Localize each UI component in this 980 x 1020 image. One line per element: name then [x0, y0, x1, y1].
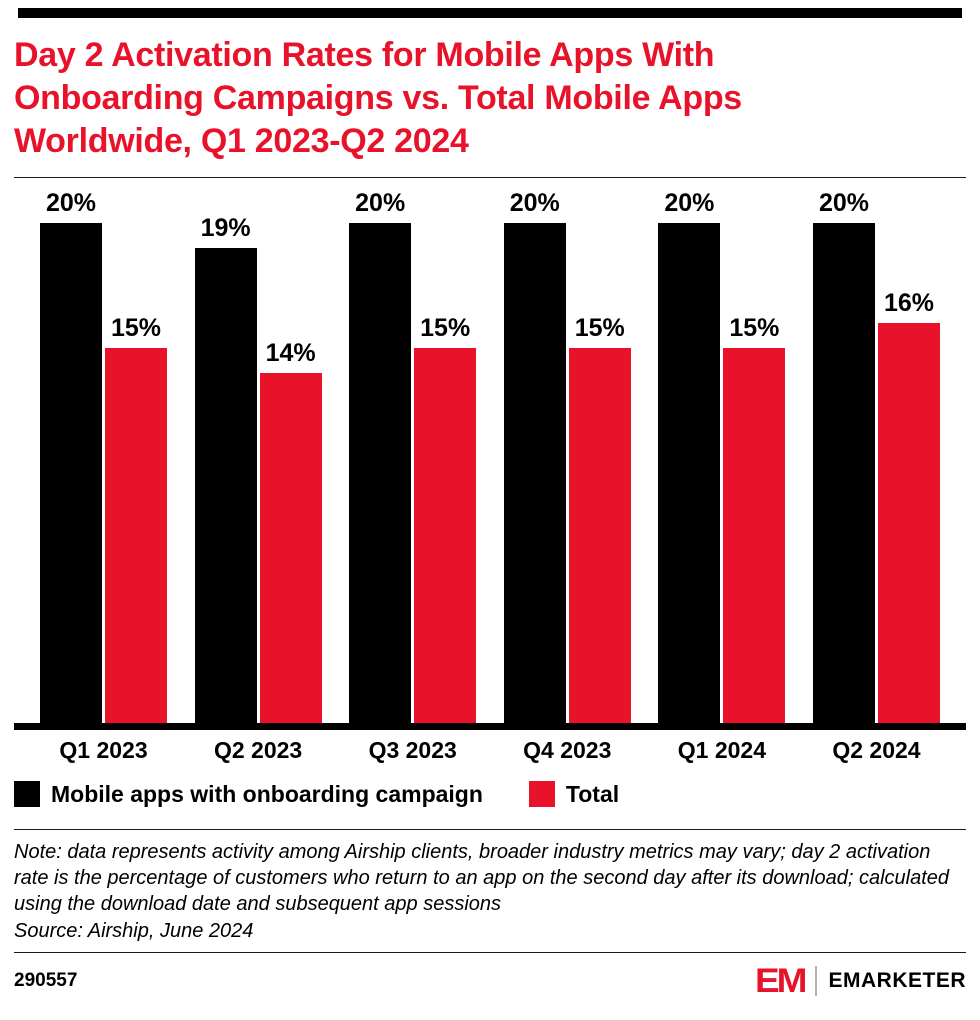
em-logo-text: EM — [754, 961, 807, 1000]
bar-wrap: 19% — [194, 213, 257, 723]
bar-wrap: 14% — [259, 338, 322, 723]
bar-wrap: 20% — [40, 189, 102, 723]
bar-value-label: 14% — [265, 338, 316, 367]
source-text: Source: Airship, June 2024 — [14, 919, 254, 942]
x-axis-label: Q3 2023 — [368, 736, 457, 763]
bar-group: 20% 15% — [658, 188, 786, 723]
bar — [194, 247, 257, 723]
bar — [723, 347, 786, 723]
bar — [503, 222, 566, 723]
bar — [568, 347, 631, 723]
bar — [349, 222, 412, 723]
bar-wrap: 20% — [503, 188, 566, 723]
x-axis-labels: Q1 2023 Q2 2023 Q3 2023 Q4 2023 Q1 2024 Q2 20… — [14, 737, 966, 764]
bar — [877, 322, 940, 723]
legend: Mobile apps with onboarding campaign Tota… — [14, 781, 966, 808]
page: Day 2 Activation Rates for Mobile Apps W… — [0, 8, 980, 999]
bar-value-label: 20% — [818, 188, 869, 217]
note-block: Note: data represents activity among Air… — [14, 839, 966, 945]
note-text: Note: data represents activity among Air… — [14, 840, 950, 916]
x-axis-label: Q1 2023 — [59, 736, 148, 763]
bar — [414, 347, 477, 723]
bar — [105, 347, 167, 723]
bar-wrap: 15% — [568, 313, 631, 723]
x-axis-label: Q2 2024 — [832, 736, 921, 763]
bar-group: 20% 15% — [40, 189, 167, 723]
divider-above-footer — [14, 952, 966, 954]
x-axis-label: Q4 2023 — [523, 736, 612, 763]
bar-wrap: 20% — [658, 188, 721, 723]
top-accent-bar — [18, 8, 962, 18]
bar-chart: 20% 15% 19% 14% 20% 15% 20% 15% 20% 15% 20% 16% — [14, 182, 966, 730]
legend-swatch — [528, 781, 555, 808]
bar — [658, 222, 721, 723]
legend-label: Mobile apps with onboarding campaign — [51, 780, 483, 807]
bar-value-label: 20% — [664, 188, 715, 217]
x-axis-label: Q2 2023 — [213, 736, 303, 763]
bar — [812, 222, 875, 723]
bar-value-label: 19% — [200, 213, 251, 242]
page-title: Day 2 Activation Rates for Mobile Apps W… — [14, 36, 742, 161]
brand-logo: EM EMARKETER — [755, 962, 966, 999]
legend-item: Total — [528, 780, 620, 808]
divider-above-note — [14, 828, 966, 830]
bar-group: 20% 16% — [812, 188, 940, 723]
bar-wrap: 16% — [877, 288, 940, 723]
brand-divider — [815, 965, 818, 996]
legend-label: Total — [565, 780, 620, 807]
bar-value-label: 20% — [45, 188, 97, 217]
bar-wrap: 15% — [414, 313, 477, 723]
legend-swatch — [14, 781, 40, 808]
bar-wrap: 20% — [349, 188, 412, 723]
bar-value-label: 15% — [110, 313, 162, 342]
bar-group: 19% 14% — [194, 213, 322, 723]
bar-value-label: 15% — [420, 313, 471, 342]
bar — [259, 372, 322, 723]
bar-value-label: 20% — [355, 188, 406, 217]
chart-id: 290557 — [14, 969, 78, 991]
brand-name: EMARKETER — [828, 968, 966, 992]
bar-wrap: 15% — [723, 313, 786, 723]
bar-wrap: 20% — [812, 188, 875, 723]
legend-item: Mobile apps with onboarding campaign — [14, 781, 483, 808]
bar-value-label: 15% — [574, 313, 625, 342]
bar-group: 20% 15% — [503, 188, 631, 723]
x-axis-label: Q1 2024 — [677, 736, 766, 763]
bar — [40, 222, 102, 723]
bar-value-label: 15% — [729, 313, 780, 342]
bar-wrap: 15% — [105, 314, 167, 723]
bar-value-label: 20% — [509, 188, 560, 217]
footer: 290557 EM EMARKETER — [14, 953, 966, 999]
divider-under-title — [14, 176, 966, 178]
bar-value-label: 16% — [883, 288, 934, 317]
bar-group: 20% 15% — [349, 188, 477, 723]
